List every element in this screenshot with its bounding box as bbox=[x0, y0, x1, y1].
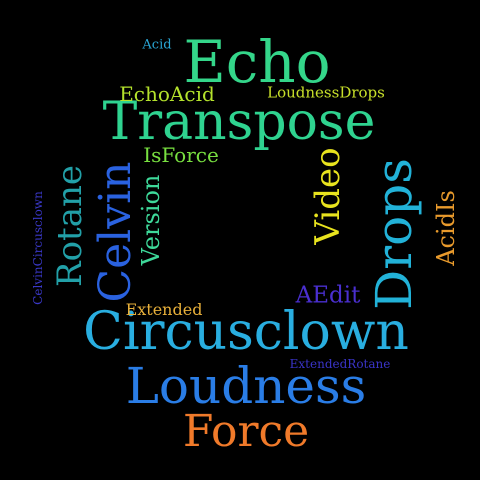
word-aedit: AEdit bbox=[295, 282, 361, 309]
word-transpose: Transpose bbox=[102, 92, 376, 152]
word-video: Video bbox=[308, 147, 348, 245]
word-isforce: IsForce bbox=[143, 143, 219, 167]
word-acid: Acid bbox=[142, 37, 172, 53]
word-echo: Echo bbox=[183, 28, 331, 96]
word-extended: Extended bbox=[125, 300, 203, 319]
word-version: Version bbox=[137, 174, 165, 266]
word-celvin: Celvin bbox=[90, 161, 141, 303]
word-rotane: Rotane bbox=[50, 164, 90, 288]
word-force: Force bbox=[182, 406, 310, 457]
word-echoacid: EchoAcid bbox=[119, 82, 215, 106]
word-drops: Drops bbox=[365, 158, 423, 310]
word-loudnessdrops: LoudnessDrops bbox=[267, 83, 385, 102]
word-loudness: Loudness bbox=[125, 357, 367, 415]
word-extendedrotane: ExtendedRotane bbox=[289, 357, 391, 371]
word-circusclown: Circusclown bbox=[83, 302, 409, 362]
word-acidis: AcidIs bbox=[432, 190, 460, 266]
word-celvincircusclown: CelvinCircusclown bbox=[31, 191, 45, 305]
